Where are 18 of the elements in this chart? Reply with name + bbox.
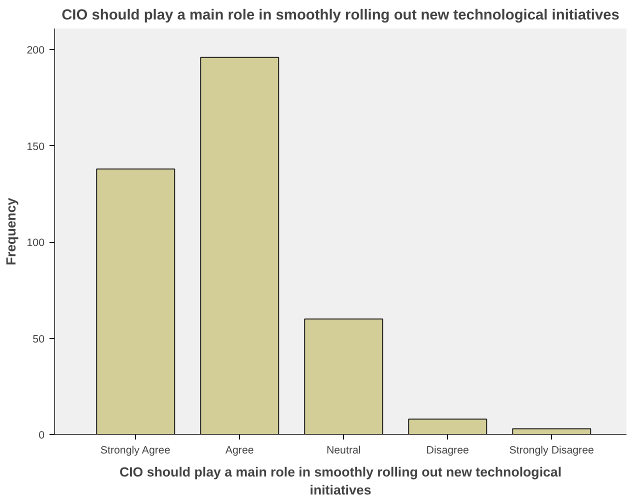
y-tick-label: 100 <box>26 237 45 250</box>
x-tick-label: Neutral <box>326 444 361 456</box>
y-axis-title: Frequency <box>4 197 19 266</box>
y-tick-label: 150 <box>26 140 45 153</box>
y-tick-label: 200 <box>26 44 45 57</box>
bar <box>408 418 488 434</box>
x-tick-label: Disagree <box>426 444 470 456</box>
y-tick-label: 50 <box>32 333 45 346</box>
x-tick-label: Strongly Agree <box>100 444 170 456</box>
x-tick-label: Agree <box>225 444 254 456</box>
y-tick-label: 0 <box>38 430 45 442</box>
bar <box>304 318 384 434</box>
bar <box>200 56 280 434</box>
chart-title: CIO should play a main role in smoothly rolling out new technological initiatives <box>62 8 620 24</box>
x-tick-label: Strongly Disagree <box>509 444 594 456</box>
bar <box>96 168 176 434</box>
bar <box>512 428 592 434</box>
x-axis-title: CIO should play a main role in smoothly rolling out new technological initiatives <box>119 464 562 498</box>
